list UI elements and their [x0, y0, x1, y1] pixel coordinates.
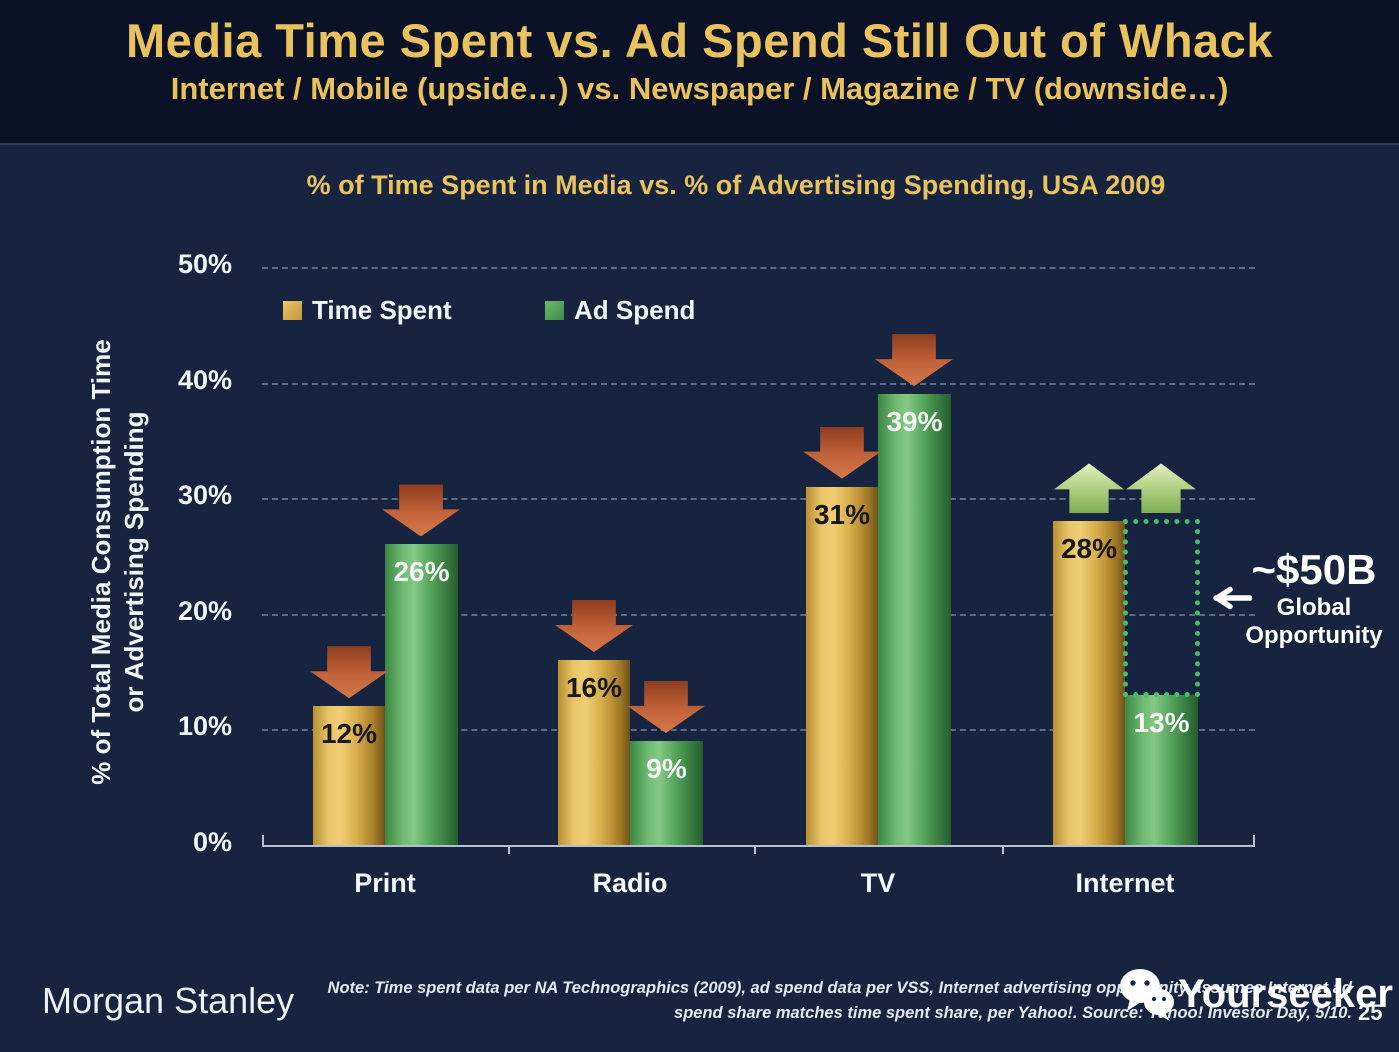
category-label-internet: Internet	[1075, 868, 1175, 898]
axis-end-cap	[262, 835, 264, 845]
plot-area: 12% 26% 16% 9% 31% 39% 28% 13%	[262, 267, 1255, 854]
bar-value-label: 39%	[886, 406, 943, 438]
down-arrow-icon	[382, 484, 460, 537]
page-number: 25	[1358, 1000, 1383, 1025]
opportunity-label-line1: Global	[1276, 594, 1352, 621]
opportunity-label-line2: Opportunity	[1245, 622, 1383, 649]
y-tick-label-10%: 10%	[177, 711, 232, 742]
down-arrow-icon	[310, 646, 388, 699]
bar-print-time-spent: 12%	[313, 706, 385, 845]
up-arrow-icon	[1054, 463, 1124, 514]
legend-swatch-ad-spend-icon	[545, 301, 564, 320]
y-tick-label-30%: 30%	[177, 480, 232, 511]
axis-boundary-tick	[507, 845, 510, 854]
y-axis-title-line1: % of Total Media Consumption Time	[86, 339, 116, 785]
page-title: Media Time Spent vs. Ad Spend Still Out …	[126, 14, 1273, 67]
bar-value-label: 31%	[813, 498, 871, 530]
bar-print-ad-spend: 26%	[385, 544, 458, 845]
gridline-30%	[262, 498, 1255, 501]
title-band: Media Time Spent vs. Ad Spend Still Out …	[0, 0, 1399, 145]
bar-internet-ad-spend: 13%	[1125, 694, 1198, 845]
bar-tv-ad-spend: 39%	[878, 394, 951, 845]
bar-value-label: 12%	[320, 718, 378, 750]
gridline-10%	[262, 729, 1255, 732]
bar-radio-time-spent: 16%	[558, 660, 630, 845]
page-subtitle: Internet / Mobile (upside…) vs. Newspape…	[170, 71, 1229, 106]
chart-title: % of Time Spent in Media vs. % of Advert…	[306, 170, 1166, 200]
footnote-line2: spend share matches time spent share, pe…	[674, 1004, 1352, 1022]
y-tick-label-40%: 40%	[177, 364, 232, 395]
category-label-radio: Radio	[592, 868, 668, 898]
bar-tv-time-spent: 31%	[806, 486, 878, 845]
opportunity-rect	[1123, 519, 1200, 697]
up-arrow-icon	[1126, 463, 1196, 514]
category-label-tv: TV	[860, 868, 896, 898]
legend-label-ad-spend: Ad Spend	[574, 295, 696, 325]
bar-value-label: 13%	[1133, 706, 1190, 738]
footnote: Note: Time spent data per NA Technograph…	[302, 976, 1352, 1026]
down-arrow-icon	[555, 600, 633, 653]
legend-swatch-time-spent-icon	[283, 301, 302, 320]
watermark: Yourseeker	[1118, 966, 1393, 1022]
legend-label-time-spent: Time Spent	[312, 295, 452, 325]
y-tick-label-0%: 0%	[192, 827, 232, 857]
y-tick-label-20%: 20%	[177, 595, 232, 626]
bar-value-label: 16%	[565, 672, 623, 704]
y-tick-label-50%: 50%	[177, 249, 232, 279]
opportunity-annotation: ~$50B Global Opportunity	[1204, 546, 1399, 650]
bar-radio-ad-spend: 9%	[630, 740, 703, 845]
morgan-stanley-logo: Morgan Stanley	[42, 980, 295, 1021]
category-label-print: Print	[354, 868, 416, 898]
down-arrow-icon	[875, 334, 953, 387]
wechat-icon	[1120, 969, 1174, 1021]
legend-item-ad-spend: Ad Spend	[545, 295, 695, 326]
legend-item-time-spent: Time Spent	[283, 295, 452, 326]
bar-internet-time-spent: 28%	[1053, 521, 1125, 845]
opportunity-value: ~$50B	[1251, 546, 1377, 593]
footnote-line1: Note: Time spent data per NA Technograph…	[327, 979, 1352, 997]
axis-end-cap	[1253, 835, 1255, 845]
gridline-40%	[262, 382, 1255, 385]
axis-boundary-tick	[1001, 845, 1004, 854]
bar-value-label: 28%	[1060, 533, 1118, 565]
bar-value-label: 26%	[393, 556, 450, 588]
bar-value-label: 9%	[646, 752, 687, 784]
gridline-50%	[262, 267, 1255, 269]
left-arrow-icon	[1213, 586, 1252, 610]
axis-boundary-tick	[754, 845, 756, 854]
down-arrow-icon	[627, 680, 705, 733]
gridline-20%	[262, 613, 1255, 616]
down-arrow-icon	[803, 426, 881, 479]
watermark-text: Yourseeker	[1178, 971, 1393, 1016]
